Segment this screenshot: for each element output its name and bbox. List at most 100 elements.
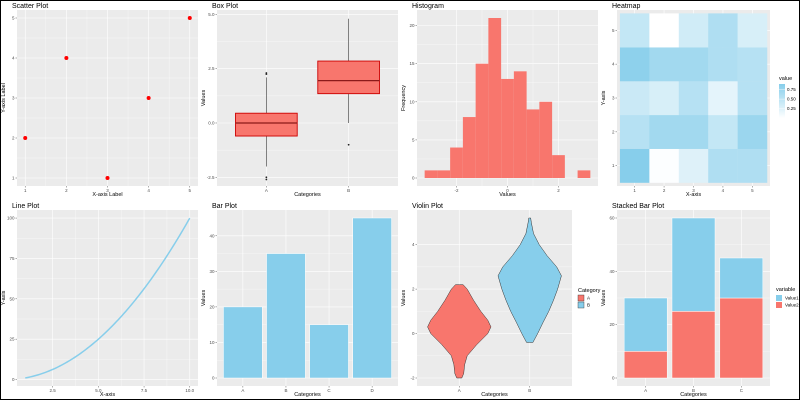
- heatmap-cell: [619, 13, 650, 48]
- heatmap-cell: [737, 81, 768, 116]
- x-tick-label: 4: [722, 188, 725, 193]
- y-tick-label: 25: [9, 337, 15, 342]
- y-tick-label: 20: [609, 322, 615, 327]
- heatmap-cell: [708, 114, 738, 149]
- bar: [223, 306, 263, 379]
- stacked-bar-value2: [719, 297, 764, 379]
- y-tick-label: 0: [412, 176, 415, 181]
- y-tick-label: 2: [12, 136, 15, 141]
- y-tick-label: 1: [12, 176, 15, 181]
- heatmap-cell: [678, 148, 709, 183]
- heatmap-cell: [737, 13, 768, 48]
- bar: [266, 253, 306, 379]
- chart-title: Scatter Plot: [12, 3, 48, 10]
- heatmap-cell: [678, 47, 709, 82]
- heatmap-cell: [619, 81, 650, 116]
- heatmap-cell: [678, 81, 709, 116]
- y-tick-label: 5: [12, 16, 15, 21]
- plot-panel-1: [217, 10, 398, 186]
- legend-key: [577, 294, 585, 302]
- legend-key: [776, 302, 782, 308]
- heatmap-cell: [619, 114, 650, 149]
- y-tick-label: 2: [612, 129, 615, 134]
- x-axis-label: Categories: [294, 392, 321, 398]
- x-tick-label: 2: [663, 188, 666, 193]
- violin-A: [427, 284, 492, 379]
- x-tick-label: 1: [633, 188, 636, 193]
- legend-label: 0.50: [787, 97, 796, 102]
- x-tick-label: 10.0: [185, 388, 194, 393]
- heatmap-cell: [649, 13, 679, 48]
- x-tick-label: 1: [24, 188, 27, 193]
- x-tick-label: 5: [189, 188, 192, 193]
- y-tick-label: 10: [209, 340, 215, 345]
- y-tick-label: 40: [609, 269, 615, 274]
- y-axis-label: Values: [401, 290, 407, 307]
- x-tick-label: A: [458, 388, 461, 393]
- heatmap-cell: [708, 81, 738, 116]
- bar: [309, 324, 349, 379]
- x-tick-label: B: [528, 388, 531, 393]
- y-tick-label: 5.0: [208, 12, 215, 17]
- histogram-bar: [501, 78, 514, 178]
- bar: [352, 217, 392, 379]
- y-tick-label: 0: [612, 376, 615, 381]
- y-axis-label: Y-axis: [1, 290, 7, 305]
- y-tick-label: 3: [12, 96, 15, 101]
- x-tick-label: 7.5: [141, 388, 148, 393]
- histogram-bar: [462, 117, 476, 178]
- y-axis-label: Y-axis Label: [1, 83, 7, 113]
- line-series: [25, 217, 191, 379]
- box-outlier: [265, 178, 268, 181]
- y-tick-label: 40: [209, 233, 215, 238]
- y-tick-label: 0: [212, 376, 215, 381]
- legend-title: Category: [578, 288, 601, 294]
- legend-key: [776, 295, 782, 301]
- plot-panel-4: [17, 210, 198, 386]
- heatmap-cell: [619, 47, 650, 82]
- x-tick-label: -2: [455, 188, 459, 193]
- box-body: [317, 60, 380, 95]
- x-axis-label: Categories: [294, 192, 321, 198]
- x-tick-label: 5.0: [95, 388, 102, 393]
- x-tick-label: 5: [751, 188, 754, 193]
- box-outlier: [265, 176, 268, 179]
- x-axis-label: Categories: [481, 392, 508, 398]
- x-tick-label: 2: [557, 188, 560, 193]
- legend-label: Value1: [785, 296, 799, 301]
- y-tick-label: 4: [612, 62, 615, 67]
- chart-title: Line Plot: [12, 203, 39, 210]
- histogram-bar: [526, 109, 540, 178]
- legend-label: B: [587, 303, 590, 308]
- stacked-bar-value2: [623, 351, 668, 379]
- x-tick-label: 3: [692, 188, 695, 193]
- y-tick-label: 15: [409, 61, 415, 66]
- y-axis-label: Values: [201, 290, 207, 307]
- stacked-bar-value2: [671, 311, 716, 379]
- y-tick-label: 10: [409, 99, 415, 104]
- x-tick-label: C: [327, 388, 331, 393]
- y-tick-label: 5: [612, 28, 615, 33]
- x-tick-label: 2.5: [50, 388, 57, 393]
- stacked-bar-value1: [623, 297, 668, 352]
- scatter-point: [23, 136, 28, 140]
- histogram-bar: [437, 170, 451, 178]
- histogram-bar: [450, 147, 463, 178]
- x-axis-label: X-axis: [686, 192, 702, 198]
- y-axis-label: Frequency: [401, 85, 407, 111]
- histogram-bar: [552, 155, 565, 178]
- x-tick-label: 4: [147, 188, 150, 193]
- histogram-bar: [475, 63, 489, 178]
- box-body: [235, 112, 298, 137]
- y-axis-label: Values: [201, 90, 207, 107]
- histogram-bar: [424, 170, 438, 178]
- x-axis-label: Categories: [680, 392, 707, 398]
- legend-title: variable: [776, 287, 795, 293]
- heatmap-cell: [708, 148, 738, 183]
- x-tick-label: 2: [65, 188, 68, 193]
- y-tick-label: 50: [9, 296, 15, 301]
- x-tick-label: D: [371, 388, 375, 393]
- y-tick-label: 60: [609, 216, 615, 221]
- y-tick-label: 4: [12, 56, 15, 61]
- y-tick-label: 75: [9, 256, 15, 261]
